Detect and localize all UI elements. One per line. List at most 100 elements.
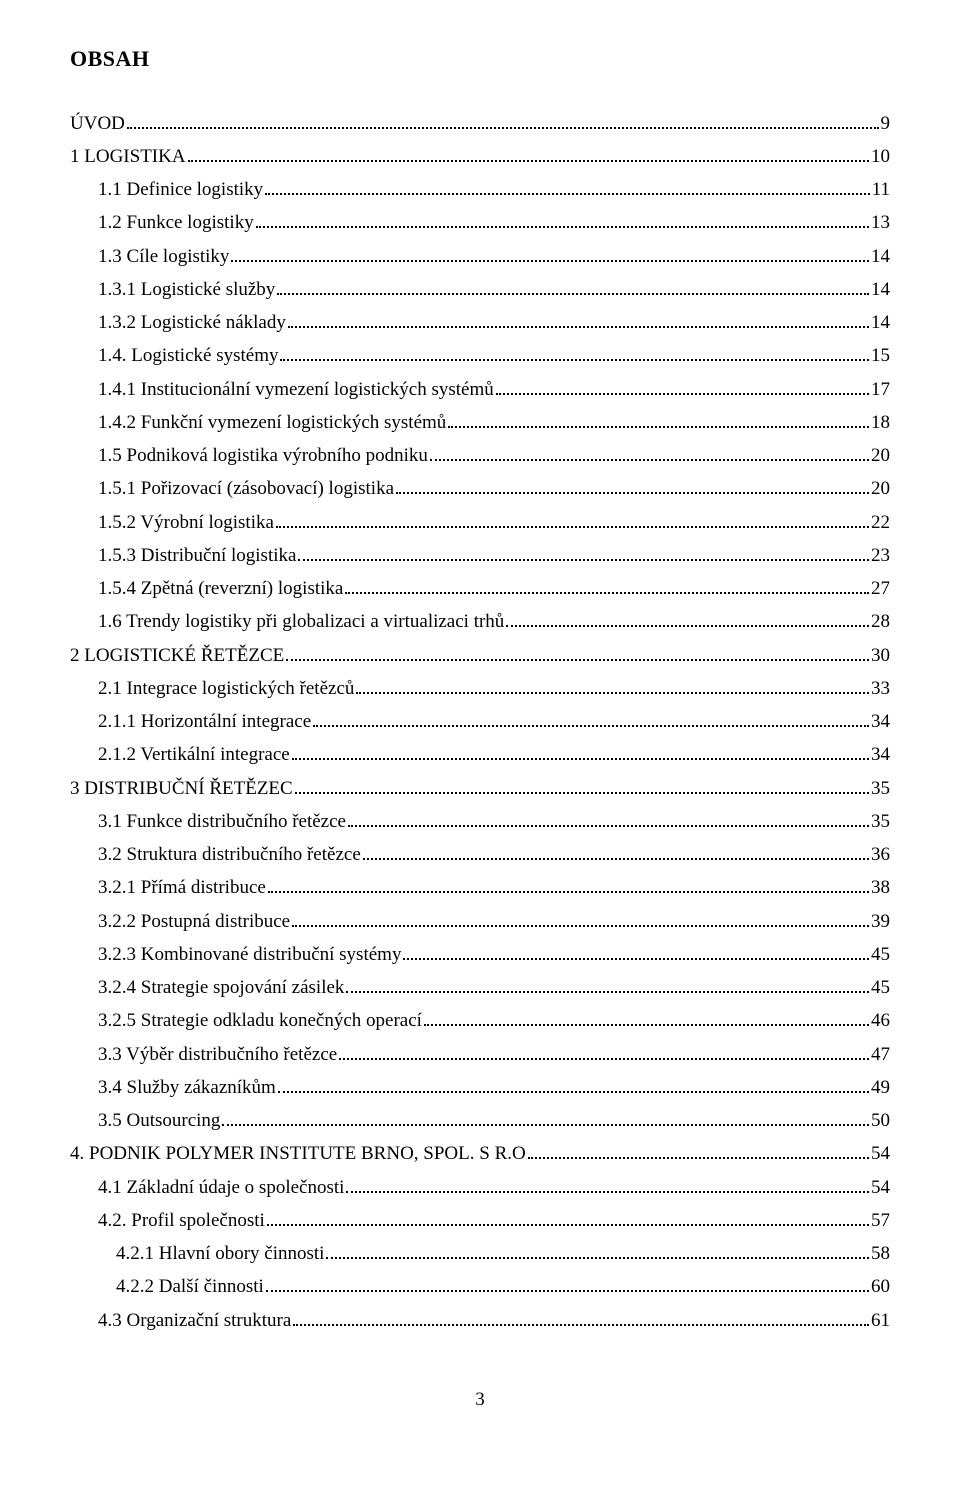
toc-entry-label: 1.4. Logistické systémy: [98, 339, 278, 372]
toc-entry-label: 1.4.1 Institucionální vymezení logistick…: [98, 373, 494, 406]
toc-entry-page: 13: [871, 206, 890, 239]
toc-entry-page: 14: [871, 306, 890, 339]
toc-entry: 4.2. Profil společnosti57: [70, 1204, 890, 1237]
toc-entry-label: 2.1.1 Horizontální integrace: [98, 705, 311, 738]
toc-entry-label: 1.5.1 Pořizovací (zásobovací) logistika: [98, 472, 394, 505]
toc-leader-dots: [266, 1290, 869, 1292]
toc-entry: ÚVOD 9: [70, 107, 890, 140]
toc-container: ÚVOD 9 1 LOGISTIKA 10 1.1 Definice logistiky…: [70, 107, 890, 1337]
toc-entry: 3.2.5 Strategie odkladu konečných operac…: [70, 1004, 890, 1037]
toc-entry-label: 1.2 Funkce logistiky: [98, 206, 254, 239]
toc-entry: 4.2.1 Hlavní obory činnosti 58: [70, 1237, 890, 1270]
toc-entry-label: 1.3.2 Logistické náklady: [98, 306, 286, 339]
toc-entry: 1.3.2 Logistické náklady 14: [70, 306, 890, 339]
toc-leader-dots: [277, 293, 869, 295]
toc-entry-label: 1.3 Cíle logistiky: [98, 240, 229, 273]
toc-entry: 1.5.3 Distribuční logistika 23: [70, 539, 890, 572]
toc-entry: 3.4 Služby zákazníkům49: [70, 1071, 890, 1104]
toc-entry-page: 45: [871, 938, 890, 971]
toc-entry-page: 35: [871, 772, 890, 805]
toc-entry-page: 45: [871, 971, 890, 1004]
toc-entry-page: 47: [871, 1038, 890, 1071]
toc-leader-dots: [298, 559, 869, 561]
toc-leader-dots: [506, 625, 869, 627]
toc-entry-label: 1.4.2 Funkční vymezení logistických syst…: [98, 406, 446, 439]
toc-entry-label: 1.5.4 Zpětná (reverzní) logistika: [98, 572, 343, 605]
toc-entry-page: 30: [871, 639, 890, 672]
toc-entry: 1.5.4 Zpětná (reverzní) logistika27: [70, 572, 890, 605]
toc-leader-dots: [278, 1091, 869, 1093]
toc-leader-dots: [288, 326, 869, 328]
toc-entry-page: 50: [871, 1104, 890, 1137]
toc-entry: 3.1 Funkce distribučního řetězce35: [70, 805, 890, 838]
toc-entry: 1.6 Trendy logistiky při globalizaci a v…: [70, 605, 890, 638]
toc-leader-dots: [292, 758, 869, 760]
toc-leader-dots: [528, 1157, 869, 1159]
toc-entry: 3 DISTRIBUČNÍ ŘETĚZEC35: [70, 772, 890, 805]
toc-entry: 1.4.1 Institucionální vymezení logistick…: [70, 373, 890, 406]
toc-entry-label: 1 LOGISTIKA: [70, 140, 186, 173]
toc-entry: 2 LOGISTICKÉ ŘETĚZCE30: [70, 639, 890, 672]
toc-entry-page: 17: [871, 373, 890, 406]
toc-leader-dots: [339, 1058, 869, 1060]
toc-entry-label: 4.1 Základní údaje o společnosti: [98, 1171, 344, 1204]
toc-entry-page: 34: [871, 738, 890, 771]
toc-leader-dots: [293, 1324, 869, 1326]
toc-entry: 3.2 Struktura distribučního řetězce36: [70, 838, 890, 871]
toc-entry-page: 54: [871, 1171, 890, 1204]
toc-entry-page: 22: [871, 506, 890, 539]
toc-leader-dots: [430, 459, 869, 461]
page-number: 3: [70, 1383, 890, 1416]
toc-entry-label: 4.3 Organizační struktura: [98, 1304, 291, 1337]
toc-entry-label: 3.2.1 Přímá distribuce: [98, 871, 266, 904]
toc-entry-page: 14: [871, 240, 890, 273]
toc-entry-page: 33: [871, 672, 890, 705]
toc-entry-page: 61: [871, 1304, 890, 1337]
toc-entry-page: 28: [871, 605, 890, 638]
toc-entry-label: 3.5 Outsourcing: [98, 1104, 220, 1137]
toc-entry: 1.5 Podniková logistika výrobního podnik…: [70, 439, 890, 472]
toc-entry-page: 9: [881, 107, 891, 140]
toc-leader-dots: [346, 991, 869, 993]
toc-leader-dots: [286, 659, 869, 661]
toc-leader-dots: [448, 426, 869, 428]
toc-leader-dots: [424, 1024, 869, 1026]
toc-entry-label: 1.5 Podniková logistika výrobního podnik…: [98, 439, 428, 472]
toc-entry-page: 11: [872, 173, 890, 206]
toc-entry-label: 2.1.2 Vertikální integrace: [98, 738, 290, 771]
toc-entry: 1.4.2 Funkční vymezení logistických syst…: [70, 406, 890, 439]
toc-entry: 2.1.2 Vertikální integrace 34: [70, 738, 890, 771]
toc-entry-label: 1.1 Definice logistiky: [98, 173, 263, 206]
toc-entry-label: 4.2. Profil společnosti: [98, 1204, 265, 1237]
toc-entry-page: 15: [871, 339, 890, 372]
toc-leader-dots: [276, 526, 869, 528]
toc-entry: 1.3 Cíle logistiky 14: [70, 240, 890, 273]
toc-entry-page: 10: [871, 140, 890, 173]
toc-entry-label: 3.2.5 Strategie odkladu konečných operac…: [98, 1004, 422, 1037]
toc-entry-label: ÚVOD: [70, 107, 125, 140]
toc-entry-page: 58: [871, 1237, 890, 1270]
toc-leader-dots: [265, 193, 870, 195]
toc-entry-label: 3.2.3 Kombinované distribuční systémy: [98, 938, 401, 971]
toc-entry: 4.2.2 Další činnosti 60: [70, 1270, 890, 1303]
toc-entry-label: 4.2.2 Další činnosti: [116, 1270, 264, 1303]
toc-entry-page: 60: [871, 1270, 890, 1303]
toc-entry: 2.1.1 Horizontální integrace34: [70, 705, 890, 738]
toc-entry: 3.3 Výběr distribučního řetězce47: [70, 1038, 890, 1071]
toc-leader-dots: [127, 127, 879, 129]
toc-leader-dots: [403, 958, 869, 960]
toc-leader-dots: [231, 260, 869, 262]
toc-entry-page: 54: [871, 1137, 890, 1170]
toc-entry-label: 1.5.3 Distribuční logistika: [98, 539, 296, 572]
toc-entry-page: 46: [871, 1004, 890, 1037]
toc-entry: 3.2.3 Kombinované distribuční systémy 45: [70, 938, 890, 971]
toc-leader-dots: [396, 492, 869, 494]
toc-entry: 3.2.4 Strategie spojování zásilek45: [70, 971, 890, 1004]
toc-entry-page: 23: [871, 539, 890, 572]
toc-leader-dots: [345, 592, 869, 594]
toc-leader-dots: [222, 1124, 869, 1126]
toc-entry-page: 49: [871, 1071, 890, 1104]
toc-entry-label: 4.2.1 Hlavní obory činnosti: [116, 1237, 324, 1270]
toc-entry-page: 20: [871, 472, 890, 505]
toc-entry: 3.5 Outsourcing 50: [70, 1104, 890, 1137]
